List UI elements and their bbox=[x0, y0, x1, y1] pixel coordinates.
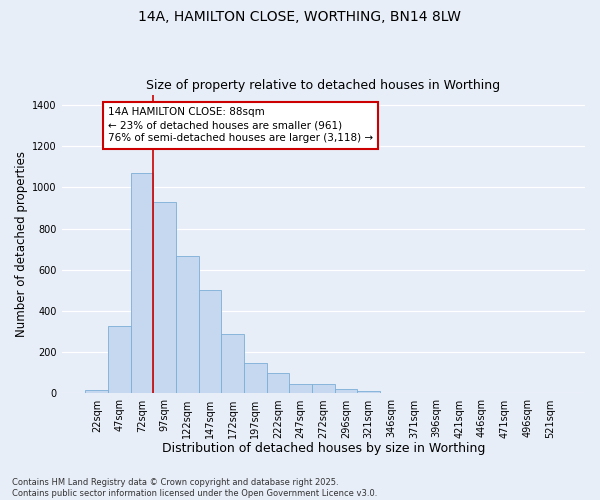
Title: Size of property relative to detached houses in Worthing: Size of property relative to detached ho… bbox=[146, 79, 500, 92]
Bar bbox=[266, 373, 289, 394]
Bar bbox=[244, 362, 266, 394]
Bar bbox=[289, 384, 312, 394]
Bar bbox=[221, 334, 244, 394]
Y-axis label: Number of detached properties: Number of detached properties bbox=[15, 151, 28, 337]
Bar bbox=[335, 389, 358, 394]
Text: 14A HAMILTON CLOSE: 88sqm
← 23% of detached houses are smaller (961)
76% of semi: 14A HAMILTON CLOSE: 88sqm ← 23% of detac… bbox=[108, 107, 373, 144]
Text: Contains HM Land Registry data © Crown copyright and database right 2025.
Contai: Contains HM Land Registry data © Crown c… bbox=[12, 478, 377, 498]
Bar bbox=[108, 326, 131, 394]
Bar bbox=[176, 256, 199, 394]
Bar bbox=[85, 390, 108, 394]
Bar bbox=[312, 384, 335, 394]
Bar bbox=[131, 174, 154, 394]
Text: 14A, HAMILTON CLOSE, WORTHING, BN14 8LW: 14A, HAMILTON CLOSE, WORTHING, BN14 8LW bbox=[139, 10, 461, 24]
Bar bbox=[199, 290, 221, 394]
Bar bbox=[358, 391, 380, 394]
Bar bbox=[154, 202, 176, 394]
X-axis label: Distribution of detached houses by size in Worthing: Distribution of detached houses by size … bbox=[161, 442, 485, 455]
